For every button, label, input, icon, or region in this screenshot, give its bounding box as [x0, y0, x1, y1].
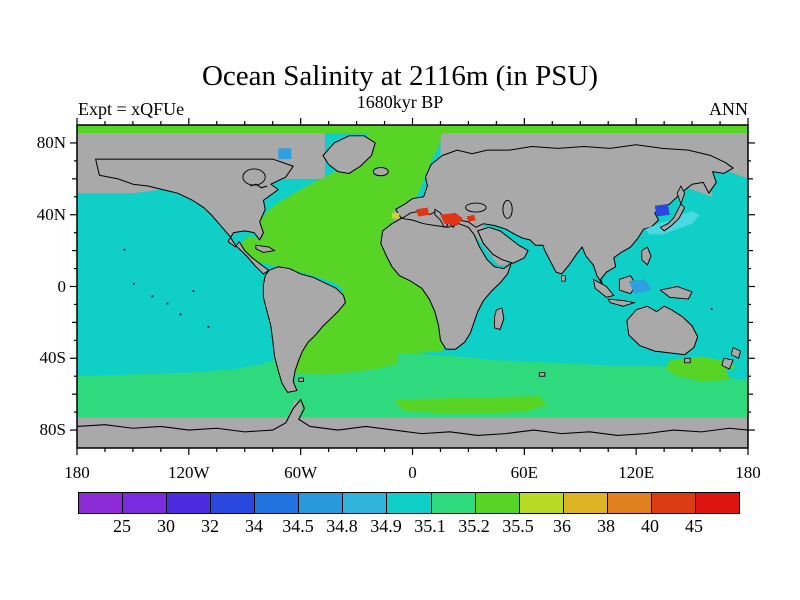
region-sea-of-japan-patch: [654, 203, 670, 217]
colorbar-label-34.5: 34.5: [282, 516, 314, 536]
colorbar-cell-9: [475, 493, 520, 513]
colorbar-cell-13: [651, 493, 696, 513]
land-japan: [659, 203, 686, 232]
colorbar-label-38: 38: [597, 516, 615, 536]
land-java: [607, 298, 637, 307]
colorbar-label-45: 45: [685, 516, 703, 536]
land-eurasia: [395, 144, 734, 286]
region-gibraltar-outflow: [391, 212, 400, 219]
land-south-america: [262, 266, 346, 393]
colorbar-label-36: 36: [553, 516, 571, 536]
lat-label-80S: 80S: [39, 420, 66, 440]
colorbar-cell-2: [167, 493, 212, 513]
colorbar-cell-3: [211, 493, 256, 513]
lon-label-180: 180: [735, 463, 761, 482]
land-sakhalin: [676, 185, 686, 206]
season-label: ANN: [709, 99, 748, 119]
map-axes: [70, 118, 755, 455]
world-salinity-map: [77, 125, 748, 448]
region-south-atlantic-green: [285, 342, 398, 375]
region-east-med-red: [440, 212, 463, 226]
land-sumatra: [592, 278, 615, 298]
region-west-med-red: [416, 207, 430, 217]
region-nz-cyan-pocket: [725, 367, 748, 380]
region-levantine-red: [466, 214, 476, 222]
region-antarctic-edge-green: [393, 395, 547, 414]
experiment-label: Expt = xQFUe: [78, 99, 185, 119]
region-arctic-green-band: [77, 125, 748, 134]
land-falklands: [298, 377, 304, 383]
lon-label-180: 180: [64, 463, 90, 482]
land-australia: [626, 305, 699, 356]
region-southern-ocean-band: [77, 347, 748, 431]
colorbar-cell-12: [607, 493, 652, 513]
land-africa: [380, 217, 512, 350]
page-title: Ocean Salinity at 2116m (in PSU): [201, 60, 599, 92]
pacific-island-specks: [123, 248, 713, 328]
region-banda-sea-patch: [628, 279, 652, 294]
land-north-america: [95, 158, 294, 275]
colorbar-cell-10: [519, 493, 564, 513]
land-new-guinea: [659, 286, 693, 300]
colorbar-cell-1: [123, 493, 168, 513]
coastline-antarctica: [77, 398, 748, 436]
colorbar-label-40: 40: [641, 516, 659, 536]
land-kerguelen: [538, 372, 546, 377]
colorbar: [78, 492, 740, 514]
land-madagascar: [494, 307, 505, 331]
colorbar-cell-7: [387, 493, 432, 513]
region-baffin-bay-patch: [278, 148, 292, 160]
lon-label-120W: 120W: [168, 463, 210, 482]
lat-label-80N: 80N: [36, 132, 66, 152]
colorbar-cell-4: [255, 493, 300, 513]
colorbar-label-25: 25: [113, 516, 131, 536]
colorbar-label-30: 30: [157, 516, 175, 536]
lon-label-60E: 60E: [510, 463, 539, 482]
colorbar-label-32: 32: [201, 516, 219, 536]
land-philippines: [641, 246, 652, 266]
land-new-zealand-north: [730, 346, 742, 359]
land-tasmania: [684, 357, 691, 364]
region-north-atlantic-green: [241, 132, 448, 355]
map-frame: [76, 124, 749, 449]
lat-label-40N: 40N: [36, 204, 66, 224]
colorbar-label-35.1: 35.1: [414, 516, 446, 536]
lat-label-40S: 40S: [39, 348, 66, 368]
colorbar-label-34.8: 34.8: [326, 516, 358, 536]
colorbar-label-35.5: 35.5: [502, 516, 534, 536]
colorbar-cell-5: [299, 493, 344, 513]
colorbar-cell-0: [79, 493, 124, 513]
sea-black-sea: [465, 202, 487, 213]
lakes-great-lakes: [250, 183, 268, 189]
sea-hudson-bay: [242, 168, 266, 186]
colorbar-cell-14: [695, 493, 739, 513]
colorbar-label-35.2: 35.2: [458, 516, 490, 536]
land-cuba: [255, 244, 276, 253]
land-arabia: [477, 226, 529, 264]
colorbar-cell-11: [563, 493, 608, 513]
colorbar-label-34.9: 34.9: [370, 516, 402, 536]
lon-label-0: 0: [408, 463, 417, 482]
sea-caspian: [502, 199, 513, 219]
land-sri-lanka: [561, 275, 566, 282]
lon-label-120E: 120E: [618, 463, 655, 482]
land-iceland: [372, 167, 389, 177]
land-greenland: [322, 135, 376, 174]
lon-label-60W: 60W: [284, 463, 318, 482]
colorbar-label-34: 34: [245, 516, 263, 536]
plot-subtitle: 1680kyr BP: [356, 92, 444, 112]
lat-label-0: 0: [57, 276, 67, 296]
land-new-zealand-south: [721, 357, 734, 370]
colorbar-cell-6: [343, 493, 388, 513]
colorbar-cell-8: [431, 493, 476, 513]
